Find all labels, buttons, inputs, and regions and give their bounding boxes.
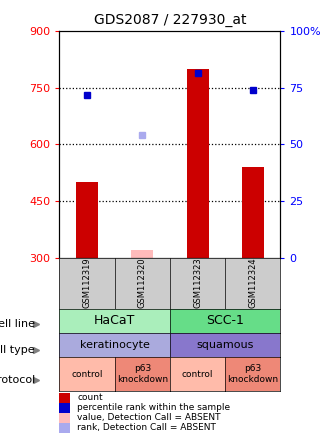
- Text: control: control: [71, 369, 103, 379]
- Text: rank, Detection Call = ABSENT: rank, Detection Call = ABSENT: [77, 424, 216, 432]
- Text: count: count: [77, 393, 103, 402]
- Text: HaCaT: HaCaT: [94, 314, 135, 327]
- Text: p63
knockdown: p63 knockdown: [117, 365, 168, 384]
- Text: squamous: squamous: [197, 340, 254, 350]
- Bar: [59, 413, 71, 423]
- Text: cell line: cell line: [0, 319, 35, 329]
- Text: GSM112319: GSM112319: [82, 258, 91, 309]
- Text: control: control: [182, 369, 213, 379]
- Bar: [186, 69, 209, 258]
- Text: GSM112320: GSM112320: [138, 258, 147, 309]
- Text: p63
knockdown: p63 knockdown: [227, 365, 279, 384]
- Text: SCC-1: SCC-1: [206, 314, 244, 327]
- Bar: [59, 403, 71, 413]
- Text: percentile rank within the sample: percentile rank within the sample: [77, 404, 230, 412]
- Text: GSM112324: GSM112324: [248, 258, 257, 309]
- Text: cell type: cell type: [0, 345, 35, 355]
- Bar: [59, 423, 71, 433]
- Bar: [59, 393, 71, 403]
- Bar: [242, 167, 264, 258]
- Bar: [76, 182, 98, 258]
- Title: GDS2087 / 227930_at: GDS2087 / 227930_at: [94, 13, 246, 27]
- Text: protocol: protocol: [0, 375, 35, 385]
- Text: value, Detection Call = ABSENT: value, Detection Call = ABSENT: [77, 413, 220, 422]
- Bar: [131, 250, 153, 258]
- Text: keratinocyte: keratinocyte: [80, 340, 149, 350]
- Text: GSM112323: GSM112323: [193, 258, 202, 309]
